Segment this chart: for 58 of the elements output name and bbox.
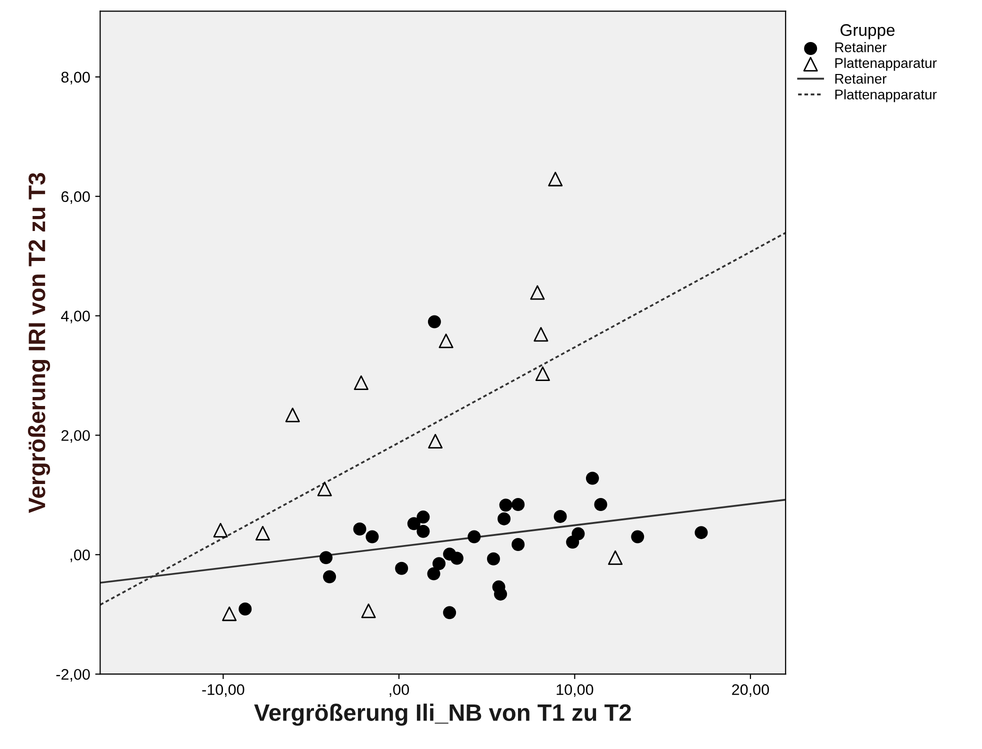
point (222, 606, 237, 622)
point (594, 498, 608, 512)
point (554, 510, 567, 523)
point (395, 562, 408, 575)
point (354, 375, 368, 390)
point (494, 588, 508, 601)
legend-label: Retainer (835, 42, 886, 52)
point (512, 538, 525, 552)
legend-label: Plattenapparatur (835, 89, 937, 102)
point (468, 530, 481, 544)
point (428, 315, 441, 328)
legend-label: Retainer (835, 74, 886, 84)
x-axis-title: Vergrößerung Ili_NB von T1 zu T2 (254, 704, 631, 726)
point (416, 524, 430, 538)
point (213, 522, 228, 538)
point (323, 570, 336, 584)
point (534, 327, 548, 342)
point (255, 526, 270, 540)
point (285, 408, 300, 422)
y-tick-label: 2,00 (61, 430, 90, 443)
y-axis-title: Vergrößerung IRI von T2 zu T3 (28, 172, 50, 514)
point (512, 498, 525, 512)
y-tick-label: ,00 (70, 550, 90, 562)
point (366, 530, 379, 544)
point (407, 517, 420, 530)
point (548, 172, 563, 186)
legend-title: Gruppe (840, 24, 895, 40)
point (530, 285, 545, 300)
y-tick-label: 6,00 (61, 191, 90, 204)
point (586, 472, 599, 485)
point (499, 498, 512, 512)
point (353, 522, 366, 536)
point (428, 434, 443, 448)
point (438, 334, 454, 348)
y-tick-label: 8,00 (61, 72, 90, 84)
point (320, 551, 333, 564)
x-tick-label: 10,00 (556, 684, 594, 697)
point (486, 552, 500, 566)
point (317, 482, 332, 496)
point (427, 567, 440, 580)
point (608, 550, 623, 565)
point (416, 510, 430, 524)
point (238, 602, 252, 616)
point (694, 526, 708, 540)
point (361, 604, 376, 618)
point (631, 530, 644, 544)
point (572, 527, 585, 540)
point (443, 606, 456, 620)
point (498, 512, 511, 526)
x-tick-label: ,00 (390, 684, 409, 697)
x-tick-label: -10,00 (202, 684, 244, 697)
legend-label: Plattenapparatur (835, 58, 937, 71)
x-tick-label: 20,00 (732, 684, 769, 697)
y-tick-label: 4,00 (61, 310, 90, 324)
point (450, 552, 464, 565)
point (535, 366, 550, 382)
point (432, 557, 446, 570)
y-tick-label: -2,00 (56, 668, 90, 682)
